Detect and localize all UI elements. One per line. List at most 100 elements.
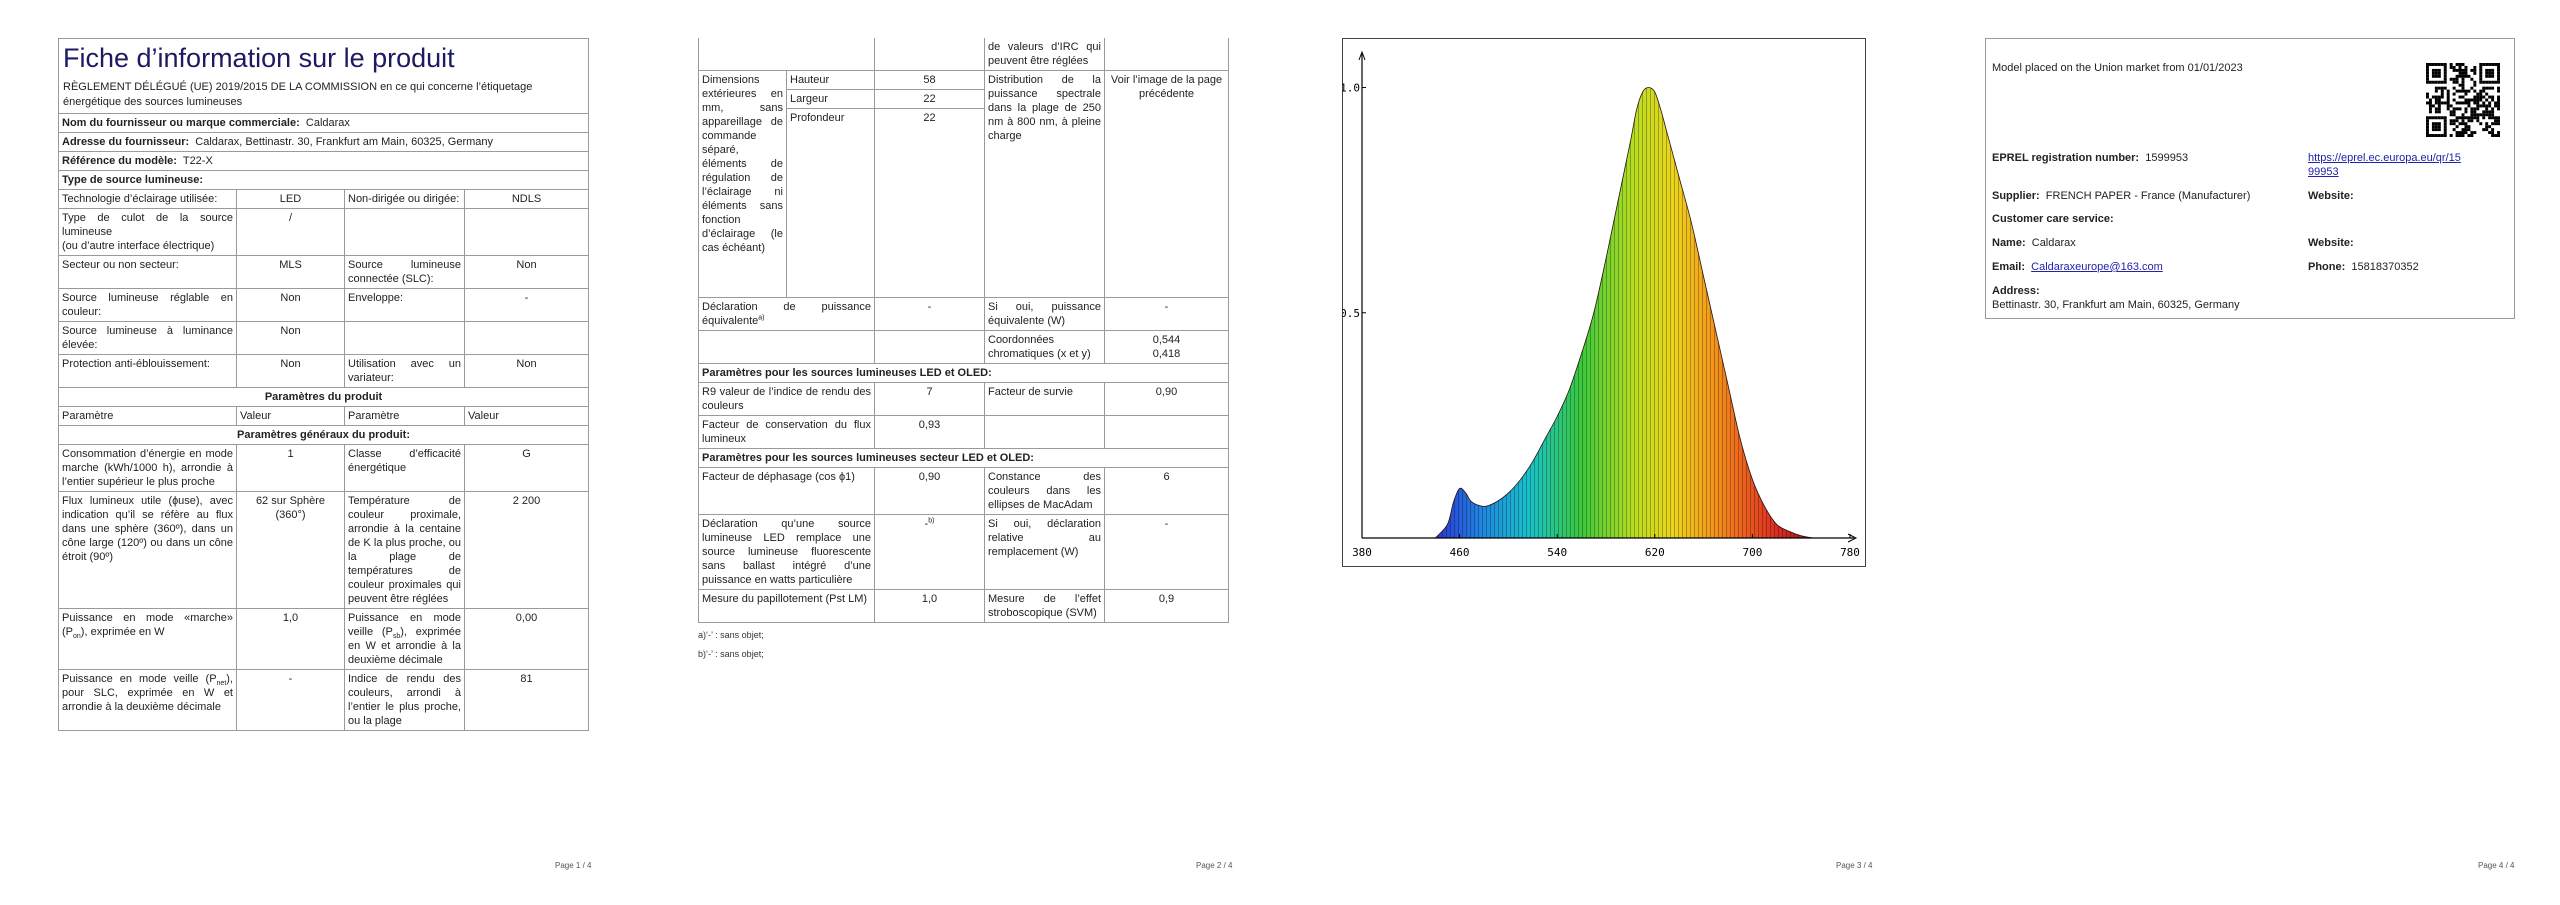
qr-module — [2494, 101, 2498, 105]
equiv-if-label: Si oui, puissance équivalente (W) — [984, 297, 1105, 331]
netstandby-label: Puissance en mode veille (Pnet), pour SL… — [58, 669, 237, 731]
qr-module — [2461, 77, 2465, 81]
qr-module — [2455, 125, 2459, 129]
qr-module — [2440, 101, 2444, 105]
qr-module — [2437, 122, 2441, 126]
r9-label: R9 valeur de l’indice de rendu des coule… — [698, 382, 875, 416]
qr-module — [2494, 122, 2498, 126]
qr-module — [2426, 134, 2429, 137]
eprel-link-line1[interactable]: https://eprel.ec.europa.eu/qr/15 — [2308, 152, 2461, 164]
qr-module — [2491, 110, 2495, 114]
qr-module — [2479, 74, 2483, 78]
qr-module — [2452, 98, 2456, 102]
qr-module — [2488, 68, 2492, 72]
chroma-x: 0,544 — [1152, 334, 1181, 346]
macadam-label: Constance des couleurs dans les ellipses… — [984, 467, 1105, 515]
tunable-label: Source lumineuse réglable en couleur: — [58, 288, 237, 322]
qr-module — [2452, 107, 2456, 111]
qr-module — [2488, 80, 2492, 84]
qr-module — [2455, 101, 2459, 105]
qr-module — [2464, 98, 2468, 102]
supplier-row: Supplier: FRENCH PAPER - France (Manufac… — [1992, 189, 2250, 203]
qr-module — [2443, 80, 2447, 84]
qr-module — [2491, 122, 2495, 126]
y-tick-label: 1.0 — [1342, 82, 1360, 95]
tunable-value: Non — [236, 288, 345, 322]
qr-module — [2476, 107, 2480, 111]
x-tick-label: 780 — [1840, 546, 1860, 559]
qr-module — [2470, 116, 2474, 120]
qr-module — [2482, 95, 2486, 99]
qr-module — [2485, 74, 2489, 78]
qr-module — [2431, 134, 2435, 137]
qr-module — [2470, 77, 2474, 81]
qr-module — [2473, 65, 2477, 69]
qr-module — [2440, 134, 2444, 137]
qr-module — [2426, 119, 2429, 123]
qr-module — [2488, 125, 2492, 129]
qr-module — [2485, 113, 2489, 117]
qr-module — [2479, 71, 2483, 75]
qr-module — [2443, 74, 2447, 78]
product-info-table-part-2: de valeurs d’IRC qui peuvent être réglée… — [698, 38, 1229, 623]
eprel-link-line2[interactable]: 99953 — [2308, 166, 2339, 178]
qr-module — [2431, 116, 2435, 120]
cap-label-line1: Type de culot de la source lumineuse — [62, 212, 233, 238]
qr-module — [2470, 110, 2474, 114]
qr-module — [2470, 113, 2474, 117]
qr-module — [2434, 71, 2438, 75]
qr-module — [2449, 119, 2453, 123]
x-axis-arrow — [1847, 533, 1858, 543]
qr-module — [2443, 131, 2447, 135]
qr-module — [2491, 116, 2495, 120]
cri-value: 81 — [464, 669, 589, 731]
eprel-link[interactable]: https://eprel.ec.europa.eu/qr/15 99953 — [2308, 151, 2461, 179]
qr-module — [2491, 107, 2495, 111]
qr-module — [2485, 122, 2489, 126]
website-label-2: Website: — [2308, 237, 2354, 249]
qr-module — [2431, 125, 2435, 129]
col-param-header: Paramètre — [58, 406, 237, 426]
netstandby-value: - — [236, 669, 345, 731]
led-heading: Paramètres pour les sources lumineuses L… — [698, 363, 1229, 383]
qr-module — [2482, 110, 2486, 114]
page-number: Page 1 / 4 — [555, 861, 592, 870]
qr-module — [2464, 68, 2468, 72]
qr-module — [2497, 65, 2500, 69]
spectrum-outline — [1434, 87, 1814, 539]
email-link[interactable]: Caldaraxeurope@163.com — [2031, 261, 2163, 273]
qr-module — [2479, 68, 2483, 72]
qr-module — [2461, 89, 2465, 93]
equiv-if-value: - — [1104, 297, 1229, 331]
qr-module — [2476, 101, 2480, 105]
qr-module — [2491, 113, 2495, 117]
qr-module — [2426, 125, 2429, 129]
qr-module — [2470, 98, 2474, 102]
qr-module — [2479, 95, 2483, 99]
qr-module — [2452, 65, 2456, 69]
qr-module — [2485, 110, 2489, 114]
qr-module — [2452, 113, 2456, 117]
qr-module — [2470, 119, 2474, 123]
flicker-value: 1,0 — [874, 589, 985, 623]
qr-module — [2467, 119, 2471, 123]
envelope-value: - — [464, 288, 589, 322]
qr-module — [2464, 65, 2468, 69]
email-row: Email: Caldaraxeurope@163.com — [1992, 260, 2163, 274]
spd-label: Distribution de la puissance spectrale d… — [984, 70, 1105, 298]
name-value: Caldarax — [2031, 237, 2076, 249]
qr-module — [2434, 101, 2438, 105]
qr-module — [2443, 116, 2447, 120]
qr-module — [2497, 77, 2500, 81]
qr-module — [2467, 98, 2471, 102]
supplier-label: Nom du fournisseur ou marque commerciale… — [62, 117, 300, 129]
qr-module — [2458, 65, 2462, 69]
supplier-row: Nom du fournisseur ou marque commerciale… — [58, 113, 589, 133]
qr-module — [2491, 128, 2495, 132]
qr-module — [2497, 101, 2500, 105]
empty-cell — [698, 330, 875, 364]
standby-label-a: Puissance en mode veille (P — [348, 612, 461, 638]
qr-module — [2440, 92, 2444, 96]
qr-module — [2455, 77, 2459, 81]
qr-module — [2479, 63, 2483, 66]
